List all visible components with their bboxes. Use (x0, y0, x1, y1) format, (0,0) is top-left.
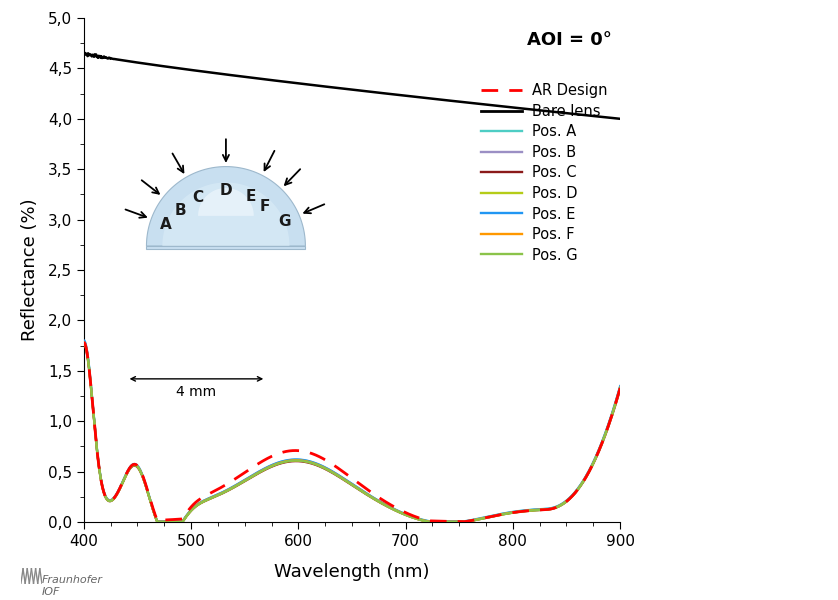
Text: AOI = 0°: AOI = 0° (527, 31, 612, 49)
Text: Fraunhofer: Fraunhofer (42, 575, 103, 585)
Legend: AR Design, Bare lens, Pos. A, Pos. B, Pos. C, Pos. D, Pos. E, Pos. F, Pos. G: AR Design, Bare lens, Pos. A, Pos. B, Po… (481, 83, 608, 263)
X-axis label: Wavelength (nm): Wavelength (nm) (274, 563, 430, 581)
Text: 4 mm: 4 mm (176, 385, 216, 399)
Text: IOF: IOF (42, 587, 60, 597)
Y-axis label: Reflectance (%): Reflectance (%) (22, 199, 39, 341)
